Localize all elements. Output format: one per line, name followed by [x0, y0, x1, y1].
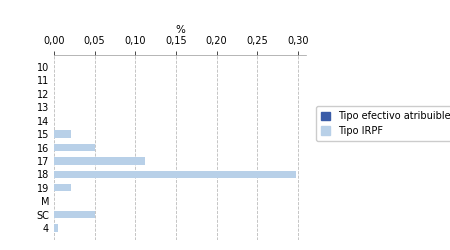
Bar	[54, 170, 296, 178]
Legend: Tipo efectivo atribuible, Tipo IRPF: Tipo efectivo atribuible, Tipo IRPF	[316, 106, 450, 141]
X-axis label: %: %	[175, 25, 185, 35]
Bar	[54, 184, 71, 192]
Bar	[54, 224, 58, 232]
Bar	[54, 211, 95, 218]
Bar	[54, 157, 145, 164]
Bar	[54, 130, 71, 138]
Bar	[54, 144, 95, 151]
